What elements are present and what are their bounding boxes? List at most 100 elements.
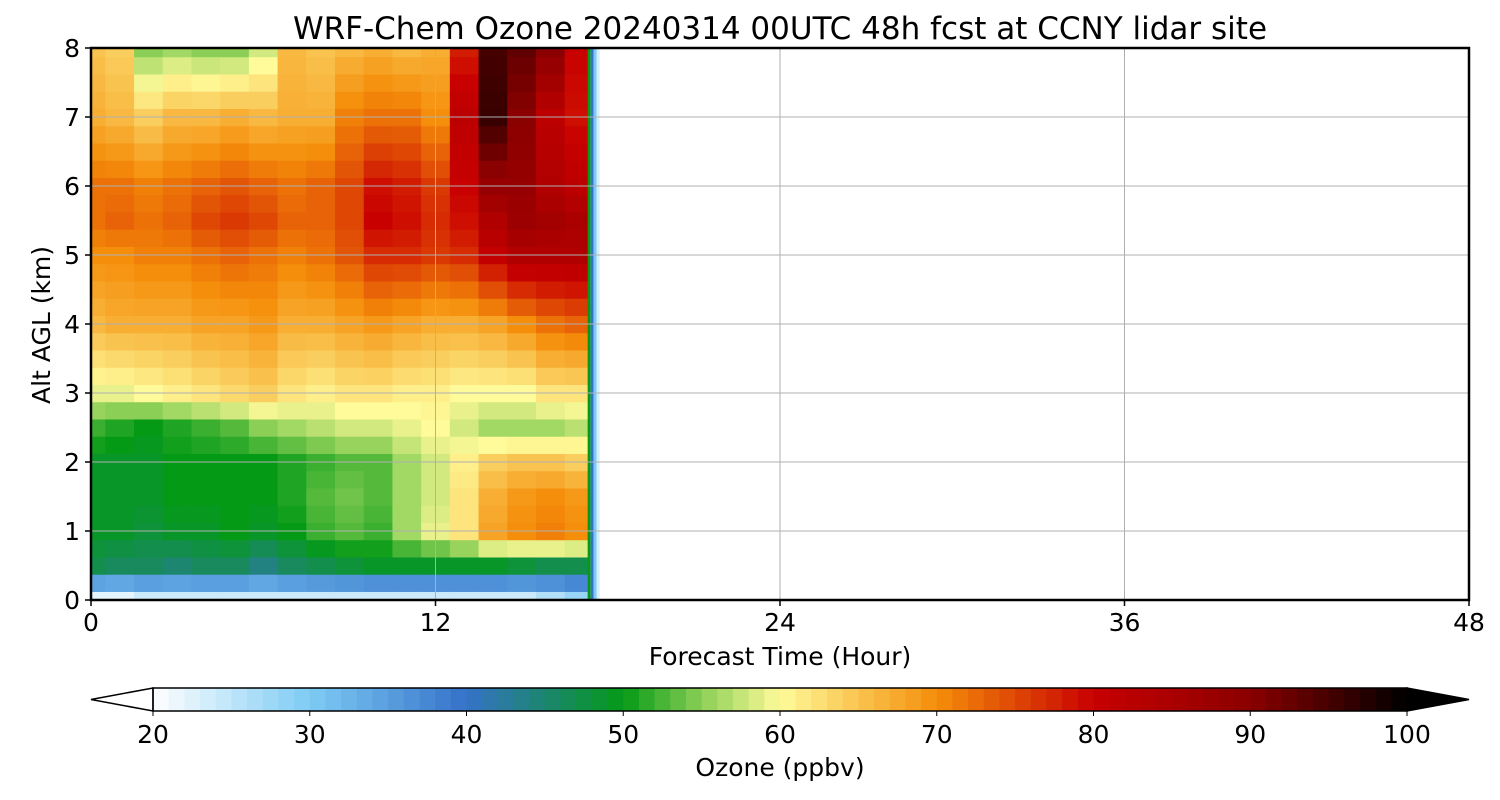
- heatmap-cell: [306, 574, 336, 592]
- heatmap-cell: [191, 349, 221, 368]
- y-tick-label: 5: [64, 241, 80, 270]
- colorbar-segment: [905, 688, 922, 711]
- heatmap-cell: [162, 48, 193, 58]
- heatmap-cell: [449, 298, 480, 316]
- heatmap-cell: [306, 401, 336, 420]
- heatmap-cell: [191, 418, 221, 437]
- heatmap-cell: [564, 298, 589, 316]
- heatmap-cell: [191, 280, 221, 299]
- colorbar: 20 30 40 50 60 70 80 90 100: [90, 687, 1470, 749]
- heatmap-cell: [220, 91, 250, 109]
- heatmap-cell: [363, 332, 394, 351]
- heatmap-cell: [134, 73, 164, 92]
- heatmap-cell: [535, 556, 566, 575]
- colorbar-segment: [419, 688, 436, 711]
- heatmap-cell: [191, 56, 221, 75]
- colorbar-segment: [168, 688, 185, 711]
- colorbar-label: Ozone (ppbv): [695, 753, 864, 782]
- heatmap-cell: [277, 73, 307, 92]
- heatmap-cell: [220, 539, 250, 558]
- heatmap-cell: [392, 280, 422, 299]
- heatmap-cell: [248, 367, 279, 385]
- heatmap-cell: [564, 280, 589, 299]
- colorbar-segment: [921, 688, 938, 711]
- heatmap-cell: [105, 591, 135, 601]
- heatmap-cell: [220, 160, 250, 178]
- heatmap-cell: [478, 91, 508, 109]
- heatmap-cell: [363, 591, 394, 601]
- heatmap-cell: [564, 91, 589, 109]
- heatmap-cell: [220, 194, 250, 213]
- heatmap-cell: [507, 418, 537, 437]
- colorbar-segment: [1187, 688, 1204, 711]
- heatmap-cell: [248, 263, 279, 282]
- heatmap-cell: [478, 436, 508, 454]
- heatmap-cell: [134, 263, 164, 282]
- heatmap-cell: [162, 556, 193, 575]
- heatmap-cell: [191, 142, 221, 161]
- heatmap-cell: [91, 470, 106, 489]
- x-tick-label: 0: [83, 608, 99, 637]
- heatmap-cell: [306, 280, 336, 299]
- heatmap-cell: [564, 401, 589, 420]
- heatmap-cell: [564, 349, 589, 368]
- heatmap-cell: [306, 487, 336, 506]
- heatmap-cell: [220, 574, 250, 592]
- heatmap-cell: [220, 591, 250, 601]
- colorbar-segment: [717, 688, 734, 711]
- heatmap-cell: [564, 194, 589, 213]
- heatmap-cell: [478, 332, 508, 351]
- heatmap-cell: [277, 487, 307, 506]
- y-tick-label: 1: [64, 517, 80, 546]
- heatmap-cell: [105, 194, 135, 213]
- heatmap-cell: [91, 48, 106, 58]
- colorbar-segment: [262, 688, 279, 711]
- heatmap-cell: [392, 125, 422, 144]
- heatmap-cell: [162, 418, 193, 437]
- heatmap-cell: [191, 125, 221, 144]
- heatmap-cell: [91, 505, 106, 523]
- heatmap-cell: [220, 125, 250, 144]
- heatmap-cell: [363, 505, 394, 523]
- heatmap-cell: [535, 591, 566, 601]
- heatmap-cell: [392, 539, 422, 558]
- heatmap-cell: [191, 229, 221, 247]
- heatmap-cell: [306, 349, 336, 368]
- heatmap-cell: [105, 73, 135, 92]
- heatmap-cell: [392, 436, 422, 454]
- heatmap-cell: [134, 298, 164, 316]
- heatmap-cell: [277, 211, 307, 230]
- heatmap-cell: [535, 574, 566, 592]
- heatmap-cell: [306, 56, 336, 75]
- heatmap-cell: [105, 556, 135, 575]
- heatmap-cell: [220, 280, 250, 299]
- colorbar-segment: [874, 688, 891, 711]
- heatmap-cell: [507, 436, 537, 454]
- heatmap-cell: [105, 367, 135, 385]
- heatmap-cell: [91, 73, 106, 92]
- heatmap-cell: [191, 436, 221, 454]
- heatmap-cell: [392, 401, 422, 420]
- heatmap-cell: [335, 470, 365, 489]
- y-axis-label: Alt AGL (km): [27, 246, 56, 404]
- heatmap-cell: [105, 211, 135, 230]
- heatmap-cell: [564, 539, 589, 558]
- heatmap-cell: [449, 56, 480, 75]
- heatmap-cell: [277, 160, 307, 178]
- heatmap-cell: [535, 280, 566, 299]
- heatmap-cell: [191, 574, 221, 592]
- heatmap-cell: [91, 556, 106, 575]
- heatmap-cell: [535, 332, 566, 351]
- heatmap-cell: [564, 160, 589, 178]
- heatmap-cell: [507, 48, 537, 58]
- heatmap-cell: [363, 125, 394, 144]
- heatmap-cell: [564, 263, 589, 282]
- colorbar-segment: [1391, 688, 1408, 711]
- colorbar-segment: [215, 688, 232, 711]
- heatmap-cell: [306, 211, 336, 230]
- heatmap-cell: [306, 194, 336, 213]
- colorbar-segment: [1062, 688, 1079, 711]
- heatmap-cell: [134, 401, 164, 420]
- heatmap-cell: [277, 263, 307, 282]
